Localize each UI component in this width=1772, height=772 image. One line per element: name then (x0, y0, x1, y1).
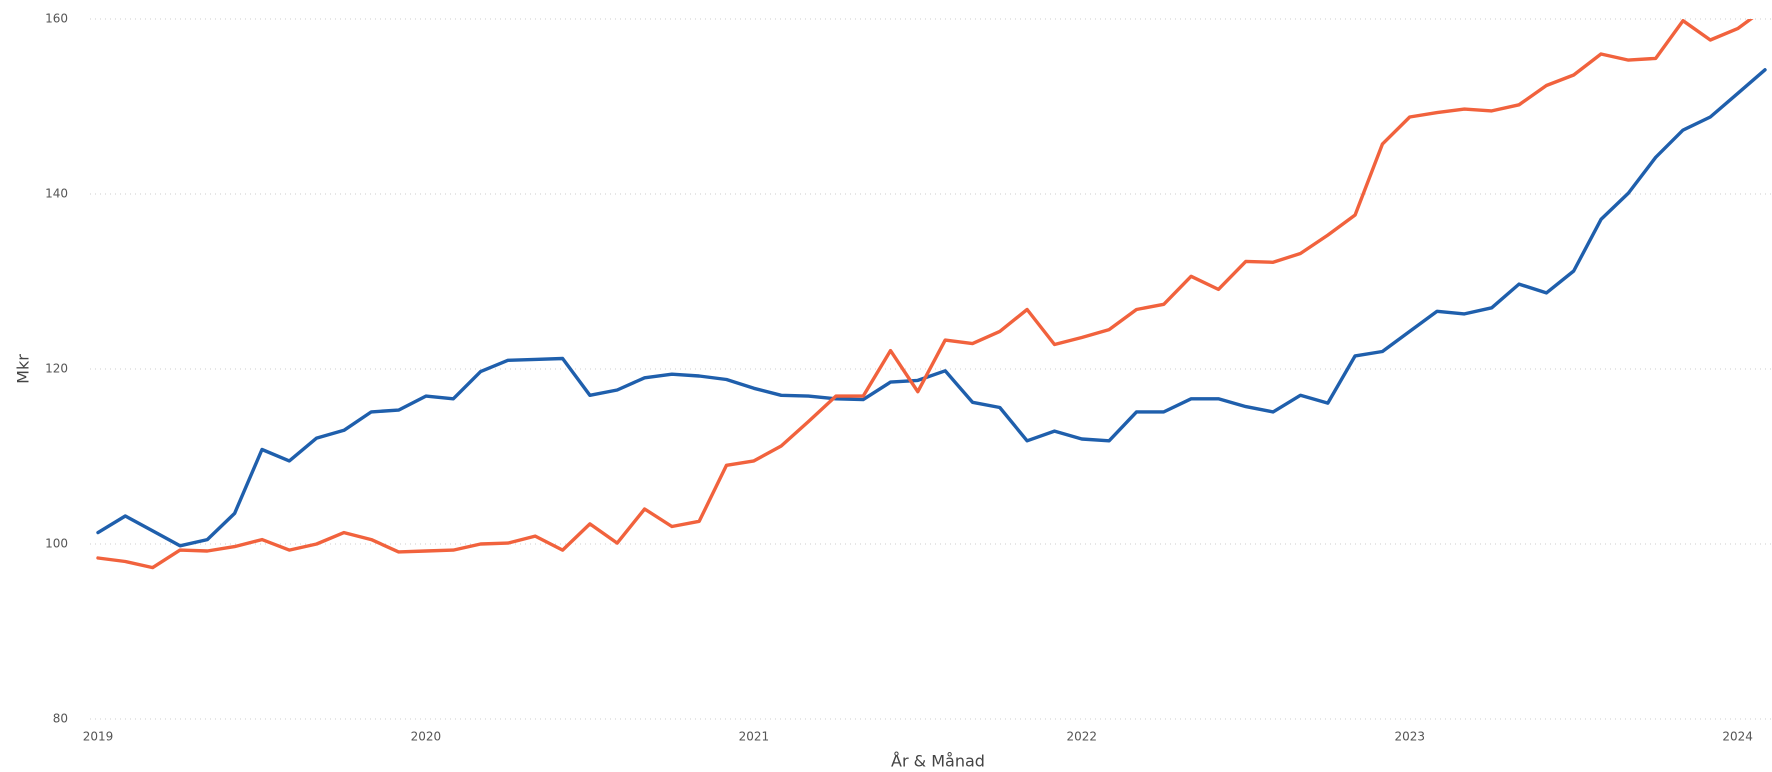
y-axis-title: Mkr (14, 354, 33, 384)
y-tick-label: 120 (45, 362, 68, 376)
x-axis-title: År & Månad (891, 752, 985, 771)
x-tick-label: 2019 (83, 730, 114, 744)
x-tick-label: 2021 (739, 730, 770, 744)
x-tick-label: 2022 (1067, 730, 1098, 744)
x-tick-label: 2020 (411, 730, 442, 744)
y-tick-label: 140 (45, 187, 68, 201)
y-tick-label: 80 (53, 712, 68, 726)
x-tick-label: 2023 (1394, 730, 1425, 744)
y-tick-label: 100 (45, 537, 68, 551)
y-tick-label: 160 (45, 12, 68, 26)
series-line (96, 19, 1754, 570)
series-line (96, 68, 1767, 548)
x-tick-label: 2024 (1722, 730, 1753, 744)
